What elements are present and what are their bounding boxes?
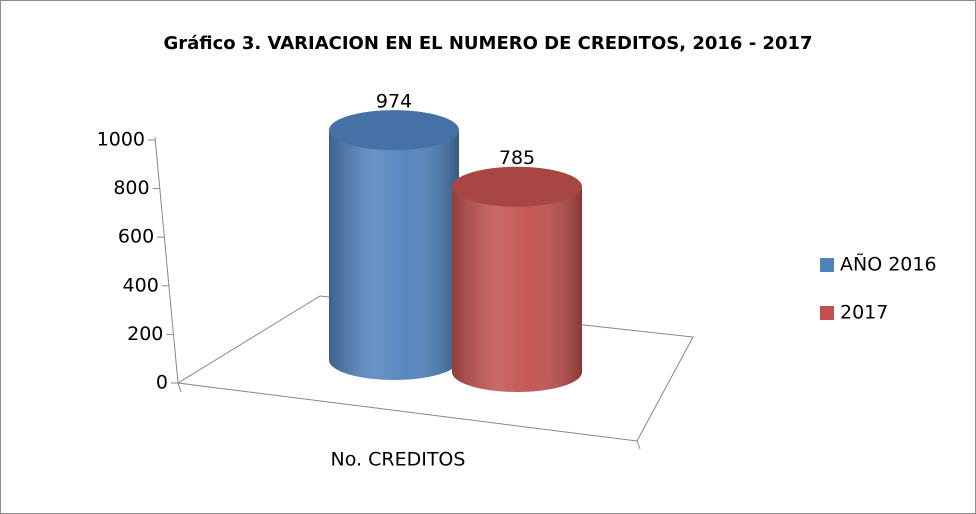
legend-swatch	[820, 258, 834, 272]
cylinder-top-shade	[329, 110, 459, 151]
legend-label: 2017	[840, 302, 888, 324]
y-tick-label: 400	[123, 274, 159, 296]
data-label: 785	[499, 147, 535, 169]
cylinder-shade	[452, 186, 582, 392]
x-tick-label: No. CREDITOS	[331, 449, 466, 471]
legend-swatch	[820, 306, 834, 320]
cylinder-top	[452, 166, 582, 207]
cylinder-top	[329, 110, 459, 151]
y-tick-label: 800	[113, 177, 149, 199]
y-axis	[154, 136, 179, 384]
y-tick-label: 200	[127, 323, 163, 345]
data-label: 974	[376, 91, 412, 113]
x-axis-tick	[636, 440, 641, 450]
y-tick-label: 600	[118, 226, 154, 248]
legend-label: AÑO 2016	[840, 253, 937, 276]
y-tick-label: 1000	[97, 129, 145, 151]
floor	[176, 295, 694, 442]
cylinder-shade	[329, 130, 459, 380]
y-tick-label: 0	[156, 372, 168, 394]
x-axis-tick	[177, 382, 182, 393]
cylinder-top-shade	[452, 166, 582, 207]
chart-title: Gráfico 3. VARIACION EN EL NUMERO DE CRE…	[163, 33, 812, 54]
